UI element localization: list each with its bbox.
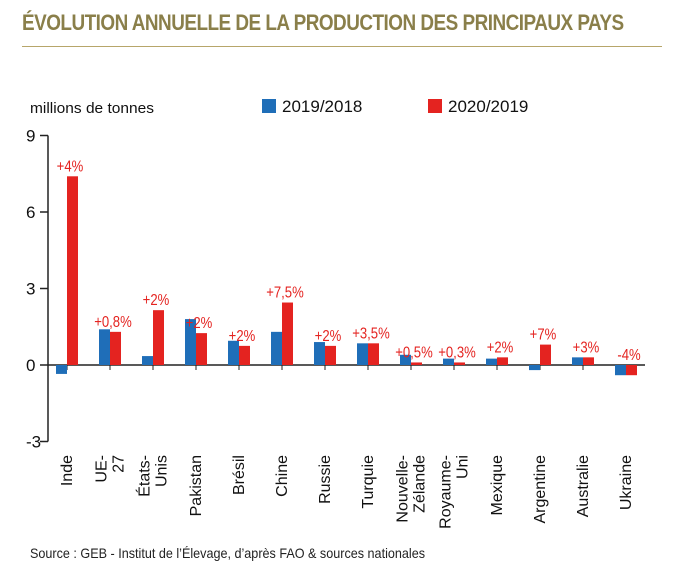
data-label: +2% [315, 328, 342, 345]
x-tick-label: Zélande [412, 455, 429, 513]
x-tick-label: Brésil [231, 455, 248, 495]
legend-label-2020-2019: 2020/2019 [448, 97, 528, 116]
y-tick-label: 0 [26, 356, 35, 375]
bar-2019-2018 [572, 357, 583, 365]
legend-label-2019-2018: 2019/2018 [282, 97, 362, 116]
data-label: +2% [229, 328, 256, 345]
y-axis-label: millions de tonnes [30, 100, 154, 117]
bar-2020-2019 [325, 345, 336, 365]
data-label: +4% [57, 158, 84, 175]
data-label: +7,5% [266, 284, 304, 301]
x-tick-label: Argentine [532, 455, 549, 524]
bar-2019-2018 [486, 358, 497, 365]
y-tick-label: -3 [26, 433, 41, 452]
x-tick-label: Australie [575, 455, 592, 517]
data-label: +0,8% [94, 314, 132, 331]
bar-2019-2018 [443, 358, 454, 365]
bar-2020-2019 [497, 357, 508, 365]
bar-2019-2018 [56, 365, 67, 374]
bar-2020-2019 [282, 302, 293, 365]
bar-2020-2019 [153, 310, 164, 365]
data-label: +0,3% [438, 344, 476, 361]
x-tick-label: Unis [154, 455, 171, 487]
x-tick-label: Inde [59, 455, 76, 486]
x-tick-label: Ukraine [618, 455, 635, 510]
x-tick-label: États- [135, 455, 154, 497]
bar-2020-2019 [454, 362, 465, 365]
bar-2019-2018 [357, 343, 368, 365]
x-tick-label: Nouvelle- [395, 455, 412, 523]
x-tick-label: 27 [111, 455, 128, 473]
bar-2020-2019 [583, 357, 594, 365]
y-tick-label: 9 [26, 127, 35, 146]
bar-2019-2018 [529, 365, 540, 371]
y-tick-label: 3 [26, 280, 35, 299]
x-tick-label: Royaume- [438, 455, 455, 529]
data-label: +2% [143, 292, 170, 309]
bar-2020-2019 [67, 176, 78, 365]
legend-swatch-2019-2018 [262, 99, 276, 113]
x-tick-label: Pakistan [188, 455, 205, 516]
x-tick-label: Turquie [360, 455, 377, 509]
bar-2019-2018 [400, 354, 411, 365]
x-tick-label: UE- [94, 455, 111, 483]
data-label: +0,5% [395, 344, 433, 361]
x-tick-label: Chine [274, 455, 291, 497]
data-label: +3% [573, 339, 600, 356]
bar-2020-2019 [239, 345, 250, 365]
bar-2019-2018 [228, 340, 239, 365]
bar-2020-2019 [540, 344, 551, 365]
data-label: -4% [617, 347, 640, 364]
bar-2019-2018 [615, 365, 626, 376]
bar-2019-2018 [185, 319, 196, 365]
bar-2020-2019 [110, 331, 121, 365]
chart-title: ÉVOLUTION ANNUELLE DE LA PRODUCTION DES … [22, 10, 624, 35]
x-tick-label: Mexique [489, 455, 506, 516]
chart-marks: +4% +0,8% +2% +2% +2% +7,5% +2% +3,5% +0,5% +0,3%… [56, 158, 641, 376]
bar-2020-2019 [368, 343, 379, 365]
x-tick-label: Uni [455, 455, 472, 479]
data-label: +2% [186, 315, 213, 332]
data-label: +3,5% [352, 325, 390, 342]
bar-2020-2019 [196, 333, 207, 365]
data-label: +2% [487, 339, 514, 356]
bar-2019-2018 [99, 329, 110, 365]
bar-2020-2019 [626, 365, 637, 376]
bar-2019-2018 [142, 356, 153, 365]
x-tick-label: Russie [317, 455, 334, 504]
title-divider [22, 46, 662, 47]
bar-2020-2019 [411, 362, 422, 365]
source-note: Source : GEB - Institut de l’Élevage, d’… [30, 545, 426, 561]
data-label: +7% [530, 326, 557, 343]
bar-2019-2018 [271, 331, 282, 365]
legend-swatch-2020-2019 [428, 99, 442, 113]
bar-2019-2018 [314, 342, 325, 365]
y-tick-label: 6 [26, 203, 35, 222]
